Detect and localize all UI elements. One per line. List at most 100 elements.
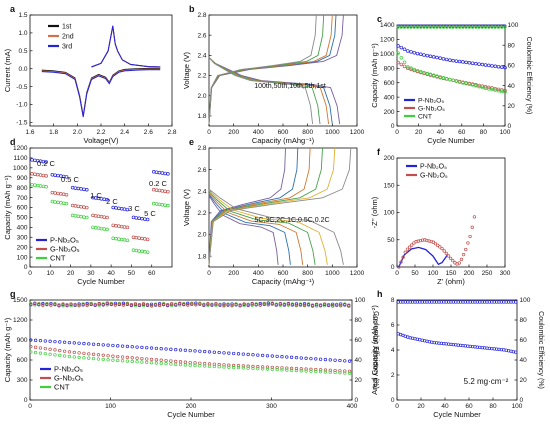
capacity-point — [135, 360, 139, 364]
efficiency-point — [310, 303, 315, 308]
capacity-point — [101, 357, 105, 362]
capacity-point — [496, 87, 501, 92]
rate-point — [91, 213, 95, 218]
capacity-point — [412, 67, 417, 72]
y-tick-label: 500 — [17, 215, 28, 222]
capacity-point — [222, 365, 226, 369]
capacity-point — [106, 358, 110, 362]
capacity-point — [38, 346, 43, 350]
rate-label: 1 C — [90, 191, 102, 200]
capacity-point — [116, 344, 120, 348]
rate-point — [105, 227, 109, 232]
rate-point — [119, 237, 124, 242]
rate-point — [137, 216, 141, 220]
rate-point — [53, 191, 57, 195]
capacity-point — [309, 369, 313, 373]
capacity-point — [135, 345, 139, 349]
discharge-curve-3C — [208, 194, 291, 265]
capacity-point — [178, 360, 183, 364]
capacity-point — [193, 361, 197, 365]
rate-point — [41, 184, 46, 189]
capacity-point — [62, 349, 67, 353]
y-tick-label: 600 — [17, 205, 28, 212]
capacity-point — [412, 50, 417, 55]
capacity-point — [338, 371, 342, 375]
efficiency-point — [214, 303, 218, 308]
rate-point — [119, 206, 124, 211]
capacity-point — [91, 356, 96, 361]
y-tick-label: 1200 — [13, 317, 28, 324]
capacity-point — [87, 342, 91, 346]
capacity-point — [58, 340, 62, 344]
capacity-point — [33, 350, 38, 355]
efficiency-point — [41, 301, 45, 306]
capacity-point — [125, 344, 130, 349]
rate-point — [114, 206, 118, 210]
capacity-point — [159, 361, 163, 366]
rate-point — [33, 172, 37, 176]
y-tick-label: 200 — [384, 155, 395, 162]
efficiency-point — [415, 25, 420, 29]
capacity-point — [38, 339, 43, 343]
capacity-point — [402, 64, 407, 69]
efficiency-point — [412, 25, 416, 29]
rate-annotation: 5C,3C,2C,1C,0.5C,0.2C — [254, 217, 329, 224]
capacity-point — [328, 370, 332, 374]
capacity-point — [299, 367, 303, 371]
efficiency-point — [101, 302, 105, 307]
y-tick-label: 900 — [17, 175, 28, 182]
y-tick-label: 2.2 — [197, 73, 206, 80]
y-tick-label: 1000 — [13, 165, 28, 172]
rate-point — [163, 171, 167, 176]
capacity-point — [174, 362, 178, 366]
legend-label: G-Nb₂O₅ — [418, 106, 445, 113]
capacity-point — [493, 86, 498, 91]
capacity-point — [33, 345, 38, 349]
x-tick-label: 100 — [428, 270, 439, 277]
discharge-curve-0.2C — [208, 188, 344, 265]
capacity-point — [29, 345, 33, 349]
capacity-point — [246, 352, 250, 357]
capacity-point — [464, 60, 468, 65]
legend-label: P-Nb₂O₅ — [420, 164, 447, 171]
x-tick-label: 0 — [28, 403, 32, 410]
x-tick-label: 1000 — [325, 129, 340, 136]
capacity-point — [396, 60, 400, 65]
capacity-point — [101, 353, 105, 357]
panel-letter: b — [189, 4, 195, 14]
efficiency-point — [258, 301, 262, 306]
panel-letter: h — [377, 289, 383, 299]
eis-point-G — [448, 256, 453, 261]
discharge-curve-2C — [208, 192, 304, 265]
capacity-point — [500, 65, 504, 69]
capacity-point — [260, 353, 265, 358]
capacity-point — [323, 370, 328, 374]
efficiency-point — [399, 25, 403, 29]
capacity-point — [130, 345, 134, 349]
y-tick-label: 2.6 — [197, 32, 206, 39]
capacity-point — [251, 364, 255, 369]
capacity-point — [419, 52, 423, 57]
efficiency-point — [480, 25, 484, 29]
rate-label: 3 C — [128, 204, 140, 213]
efficiency-point — [222, 302, 226, 306]
capacity-point — [493, 88, 498, 92]
y2-tick-label: 80 — [520, 317, 528, 324]
efficiency-point — [234, 302, 238, 307]
efficiency-point — [29, 302, 33, 306]
rate-point — [30, 172, 34, 176]
rate-point — [99, 214, 104, 219]
capacity-point — [106, 343, 110, 347]
y2-axis-label: Coulombic Efficiency (%) — [537, 311, 544, 389]
capacity-point — [120, 344, 125, 348]
capacity-point — [318, 357, 323, 361]
y-tick-label: 0 — [391, 397, 395, 404]
capacity-point — [207, 350, 212, 354]
capacity-point — [217, 365, 221, 369]
x-tick-label: 200 — [228, 270, 239, 277]
rate-point — [131, 215, 136, 220]
capacity-point — [67, 354, 72, 359]
efficiency-point — [238, 303, 242, 307]
capacity-point — [29, 350, 33, 354]
capacity-point — [464, 81, 468, 86]
